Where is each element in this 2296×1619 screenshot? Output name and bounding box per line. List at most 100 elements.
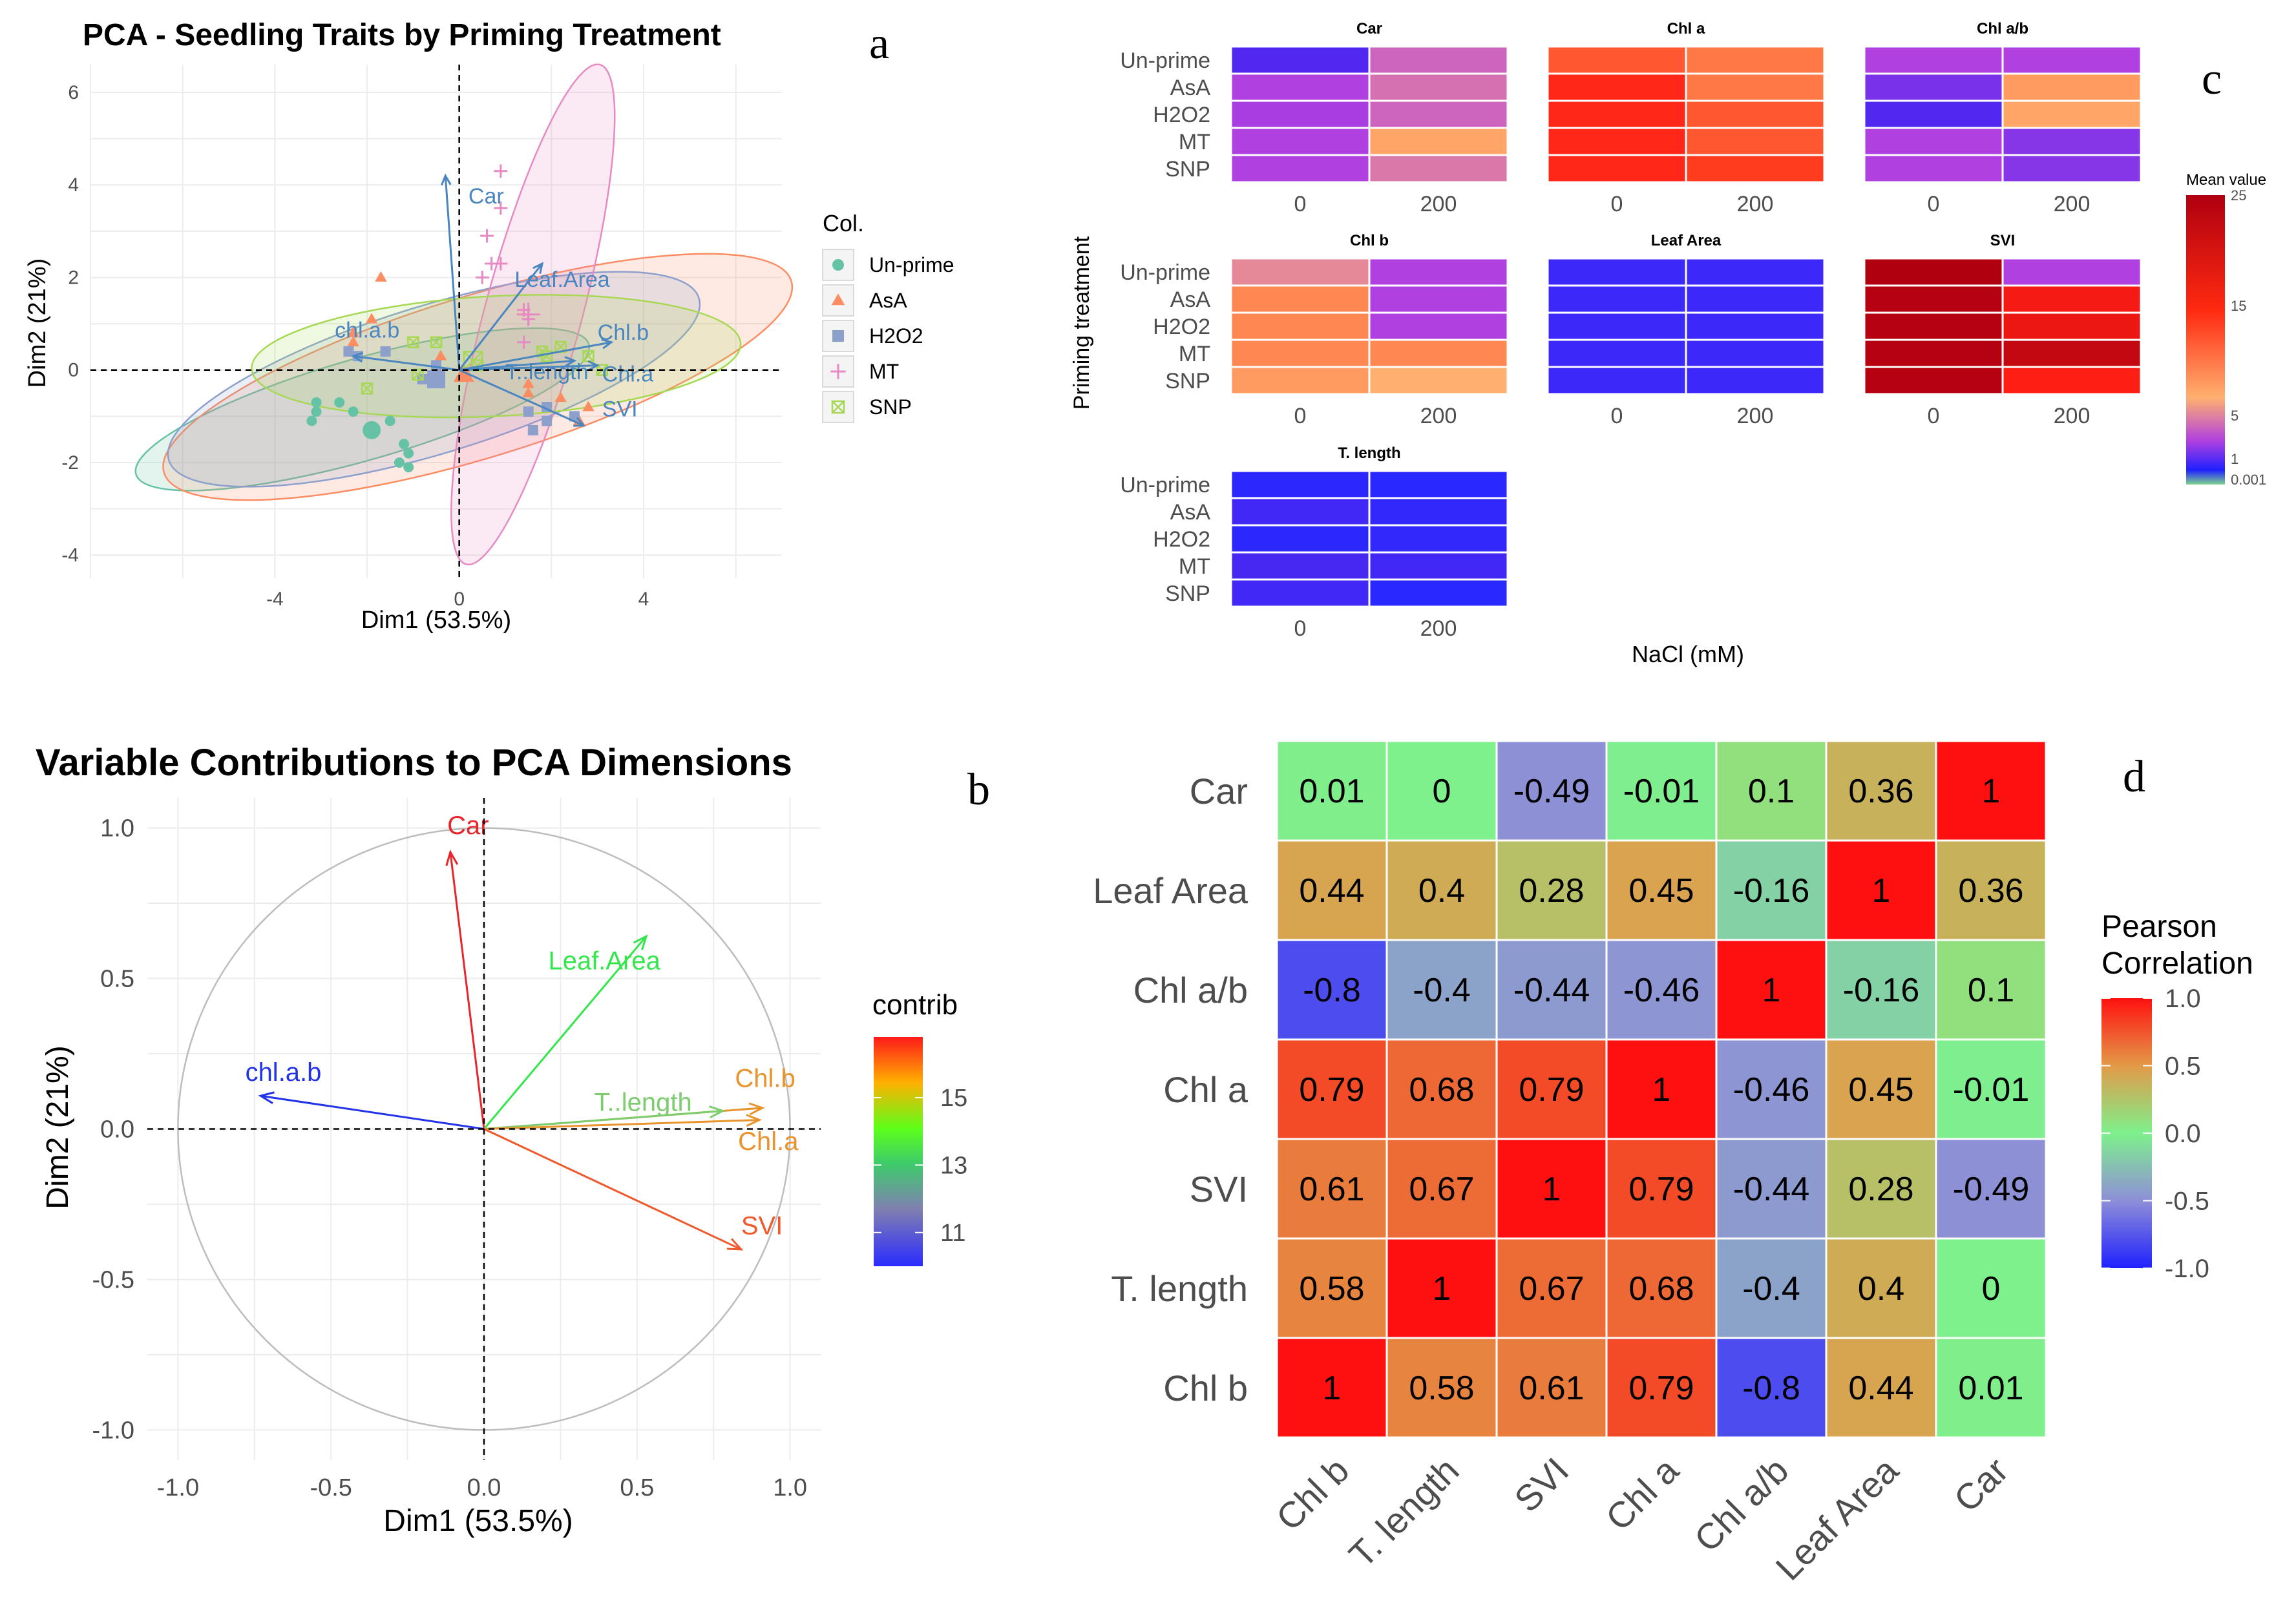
heatmap-tile bbox=[1368, 311, 1509, 341]
correlation-cell bbox=[1495, 839, 1608, 941]
correlation-value: -0.46 bbox=[1733, 1071, 1810, 1109]
facet-title: Chl a/b bbox=[1977, 20, 2028, 37]
variable-label-svi: SVI bbox=[741, 1212, 783, 1240]
pearson-legend-title-line1: Pearson bbox=[2101, 910, 2217, 944]
point-un-prime bbox=[311, 406, 322, 417]
heatmap-tile bbox=[1863, 311, 2004, 341]
correlation-value: 0 bbox=[1982, 1270, 2001, 1308]
point-un-prime bbox=[403, 448, 414, 459]
heatmap-tile bbox=[1230, 578, 1371, 608]
panel-label-d: d bbox=[2123, 752, 2145, 802]
y-tick-label: 4 bbox=[68, 174, 79, 196]
variable-arrowhead-chl-a bbox=[746, 1114, 763, 1127]
correlation-value: 0.4 bbox=[1418, 872, 1465, 910]
heatmap-tile bbox=[2001, 127, 2142, 156]
row-label: Chl a/b bbox=[1133, 970, 1248, 1010]
correlation-cell bbox=[1935, 740, 2047, 842]
heatmap-tile bbox=[1546, 339, 1687, 368]
heatmap-xlabel: NaCl (mM) bbox=[1632, 641, 1744, 667]
heatmap-tile bbox=[2001, 154, 2142, 183]
correlation-value: 0.67 bbox=[1409, 1171, 1474, 1208]
point-snp bbox=[430, 336, 443, 348]
col-label: 0 bbox=[1611, 192, 1623, 216]
heatmap-tile bbox=[1230, 284, 1371, 314]
row-label: Un-prime bbox=[1120, 48, 1210, 73]
x-tick-label: 4 bbox=[638, 589, 649, 610]
correlation-value: -0.46 bbox=[1623, 972, 1700, 1009]
y-tick-label: -0.5 bbox=[92, 1266, 134, 1293]
correlation-value: 0.79 bbox=[1519, 1071, 1584, 1109]
legend-label-mt: MT bbox=[869, 360, 899, 383]
mean-value-legend: Mean value 25 15 5 1 0.001 bbox=[2186, 171, 2266, 488]
heatmap-tile bbox=[2001, 257, 2142, 287]
correlation-cell bbox=[1715, 740, 1827, 842]
row-label: Un-prime bbox=[1120, 260, 1210, 285]
col-label: Chl b bbox=[1268, 1450, 1356, 1538]
correlation-value: -0.8 bbox=[1303, 972, 1361, 1009]
loading-arrowhead-chl-a bbox=[587, 360, 600, 371]
heatmap-tile bbox=[1368, 551, 1509, 581]
col-label: 0 bbox=[1294, 404, 1307, 428]
correlation-cell bbox=[1385, 1337, 1498, 1439]
correlation-value: 1 bbox=[1872, 872, 1891, 910]
correlation-value: 0.68 bbox=[1628, 1270, 1694, 1308]
pearson-tick-label: 1.0 bbox=[2165, 985, 2201, 1013]
correlation-cell bbox=[1935, 1237, 2047, 1339]
facet-title: SVI bbox=[1990, 232, 2016, 249]
point-h2o2 bbox=[431, 360, 441, 371]
correlation-value: -0.49 bbox=[1513, 773, 1590, 810]
loading-label-chl-a: Chl.a bbox=[602, 362, 653, 387]
correlation-cell bbox=[1935, 1138, 2047, 1240]
facet-svi: SVI 0 200 bbox=[1863, 232, 2142, 428]
variable-arrowhead-t-length bbox=[709, 1105, 726, 1118]
pearson-legend: Pearson Correlation 1.0 0.5 0.0 -0.5 -1.0 bbox=[2101, 910, 2253, 1283]
correlation-cell bbox=[1385, 1237, 1498, 1339]
point-snp bbox=[412, 368, 424, 381]
col-label: 200 bbox=[1420, 404, 1457, 428]
heatmap-tile bbox=[2001, 72, 2142, 102]
loading-label-svi: SVI bbox=[602, 397, 638, 421]
correlation-cell bbox=[1385, 1038, 1498, 1140]
heatmap-tile bbox=[1685, 99, 1826, 129]
contrib-tick-label: 15 bbox=[940, 1085, 967, 1112]
correlation-value: 0.68 bbox=[1409, 1071, 1474, 1109]
x-tick-label: -0.5 bbox=[310, 1474, 352, 1501]
col-label: 200 bbox=[1737, 404, 1774, 428]
point-asa bbox=[522, 377, 534, 388]
heatmap-tile bbox=[1230, 524, 1371, 554]
heatmap-tile bbox=[1685, 154, 1826, 183]
heatmap-tile bbox=[1368, 45, 1509, 75]
heatmap-tile bbox=[1546, 45, 1687, 75]
heatmap-tile bbox=[1230, 99, 1371, 129]
correlation-cell bbox=[1276, 1038, 1388, 1140]
point-un-prime bbox=[403, 462, 414, 473]
variable-arrowhead-chl-a-b bbox=[258, 1091, 275, 1104]
correlation-value: -0.01 bbox=[1953, 1071, 2030, 1109]
correlation-value: 0.58 bbox=[1299, 1270, 1364, 1308]
row-label: Chl b bbox=[1163, 1368, 1248, 1408]
correlation-cell bbox=[1825, 839, 1937, 941]
heatmap-tile bbox=[1230, 551, 1371, 581]
heatmap-tile bbox=[1230, 72, 1371, 102]
point-h2o2 bbox=[527, 424, 538, 435]
correlation-value: 0.61 bbox=[1519, 1370, 1584, 1407]
panel-label-b: b bbox=[967, 765, 990, 815]
row-label: SNP bbox=[1165, 157, 1210, 182]
confidence-ellipse-snp bbox=[251, 294, 742, 419]
correlation-cell bbox=[1825, 939, 1937, 1041]
correlation-value: -0.16 bbox=[1733, 872, 1810, 910]
loading-arrow-chl-b bbox=[459, 341, 612, 371]
facet-car: Car Un-prime AsA H2O2 MT SNP 0 200 bbox=[1120, 20, 1509, 216]
heatmap-tile bbox=[1368, 497, 1509, 527]
correlation-value: 0 bbox=[1433, 773, 1451, 810]
heatmap-tile bbox=[2001, 311, 2142, 341]
variable-label-car: Car bbox=[447, 811, 489, 840]
heatmap-tile bbox=[1546, 99, 1687, 129]
variable-label-t-length: T..length bbox=[595, 1089, 692, 1117]
correlation-cell bbox=[1605, 1038, 1718, 1140]
row-label: SNP bbox=[1165, 581, 1210, 606]
correlation-value: 1 bbox=[1433, 1270, 1451, 1308]
point-asa bbox=[375, 271, 387, 282]
pca-variables-title: Variable Contributions to PCA Dimensions bbox=[36, 742, 792, 784]
x-tick-label: 0.5 bbox=[620, 1474, 654, 1501]
